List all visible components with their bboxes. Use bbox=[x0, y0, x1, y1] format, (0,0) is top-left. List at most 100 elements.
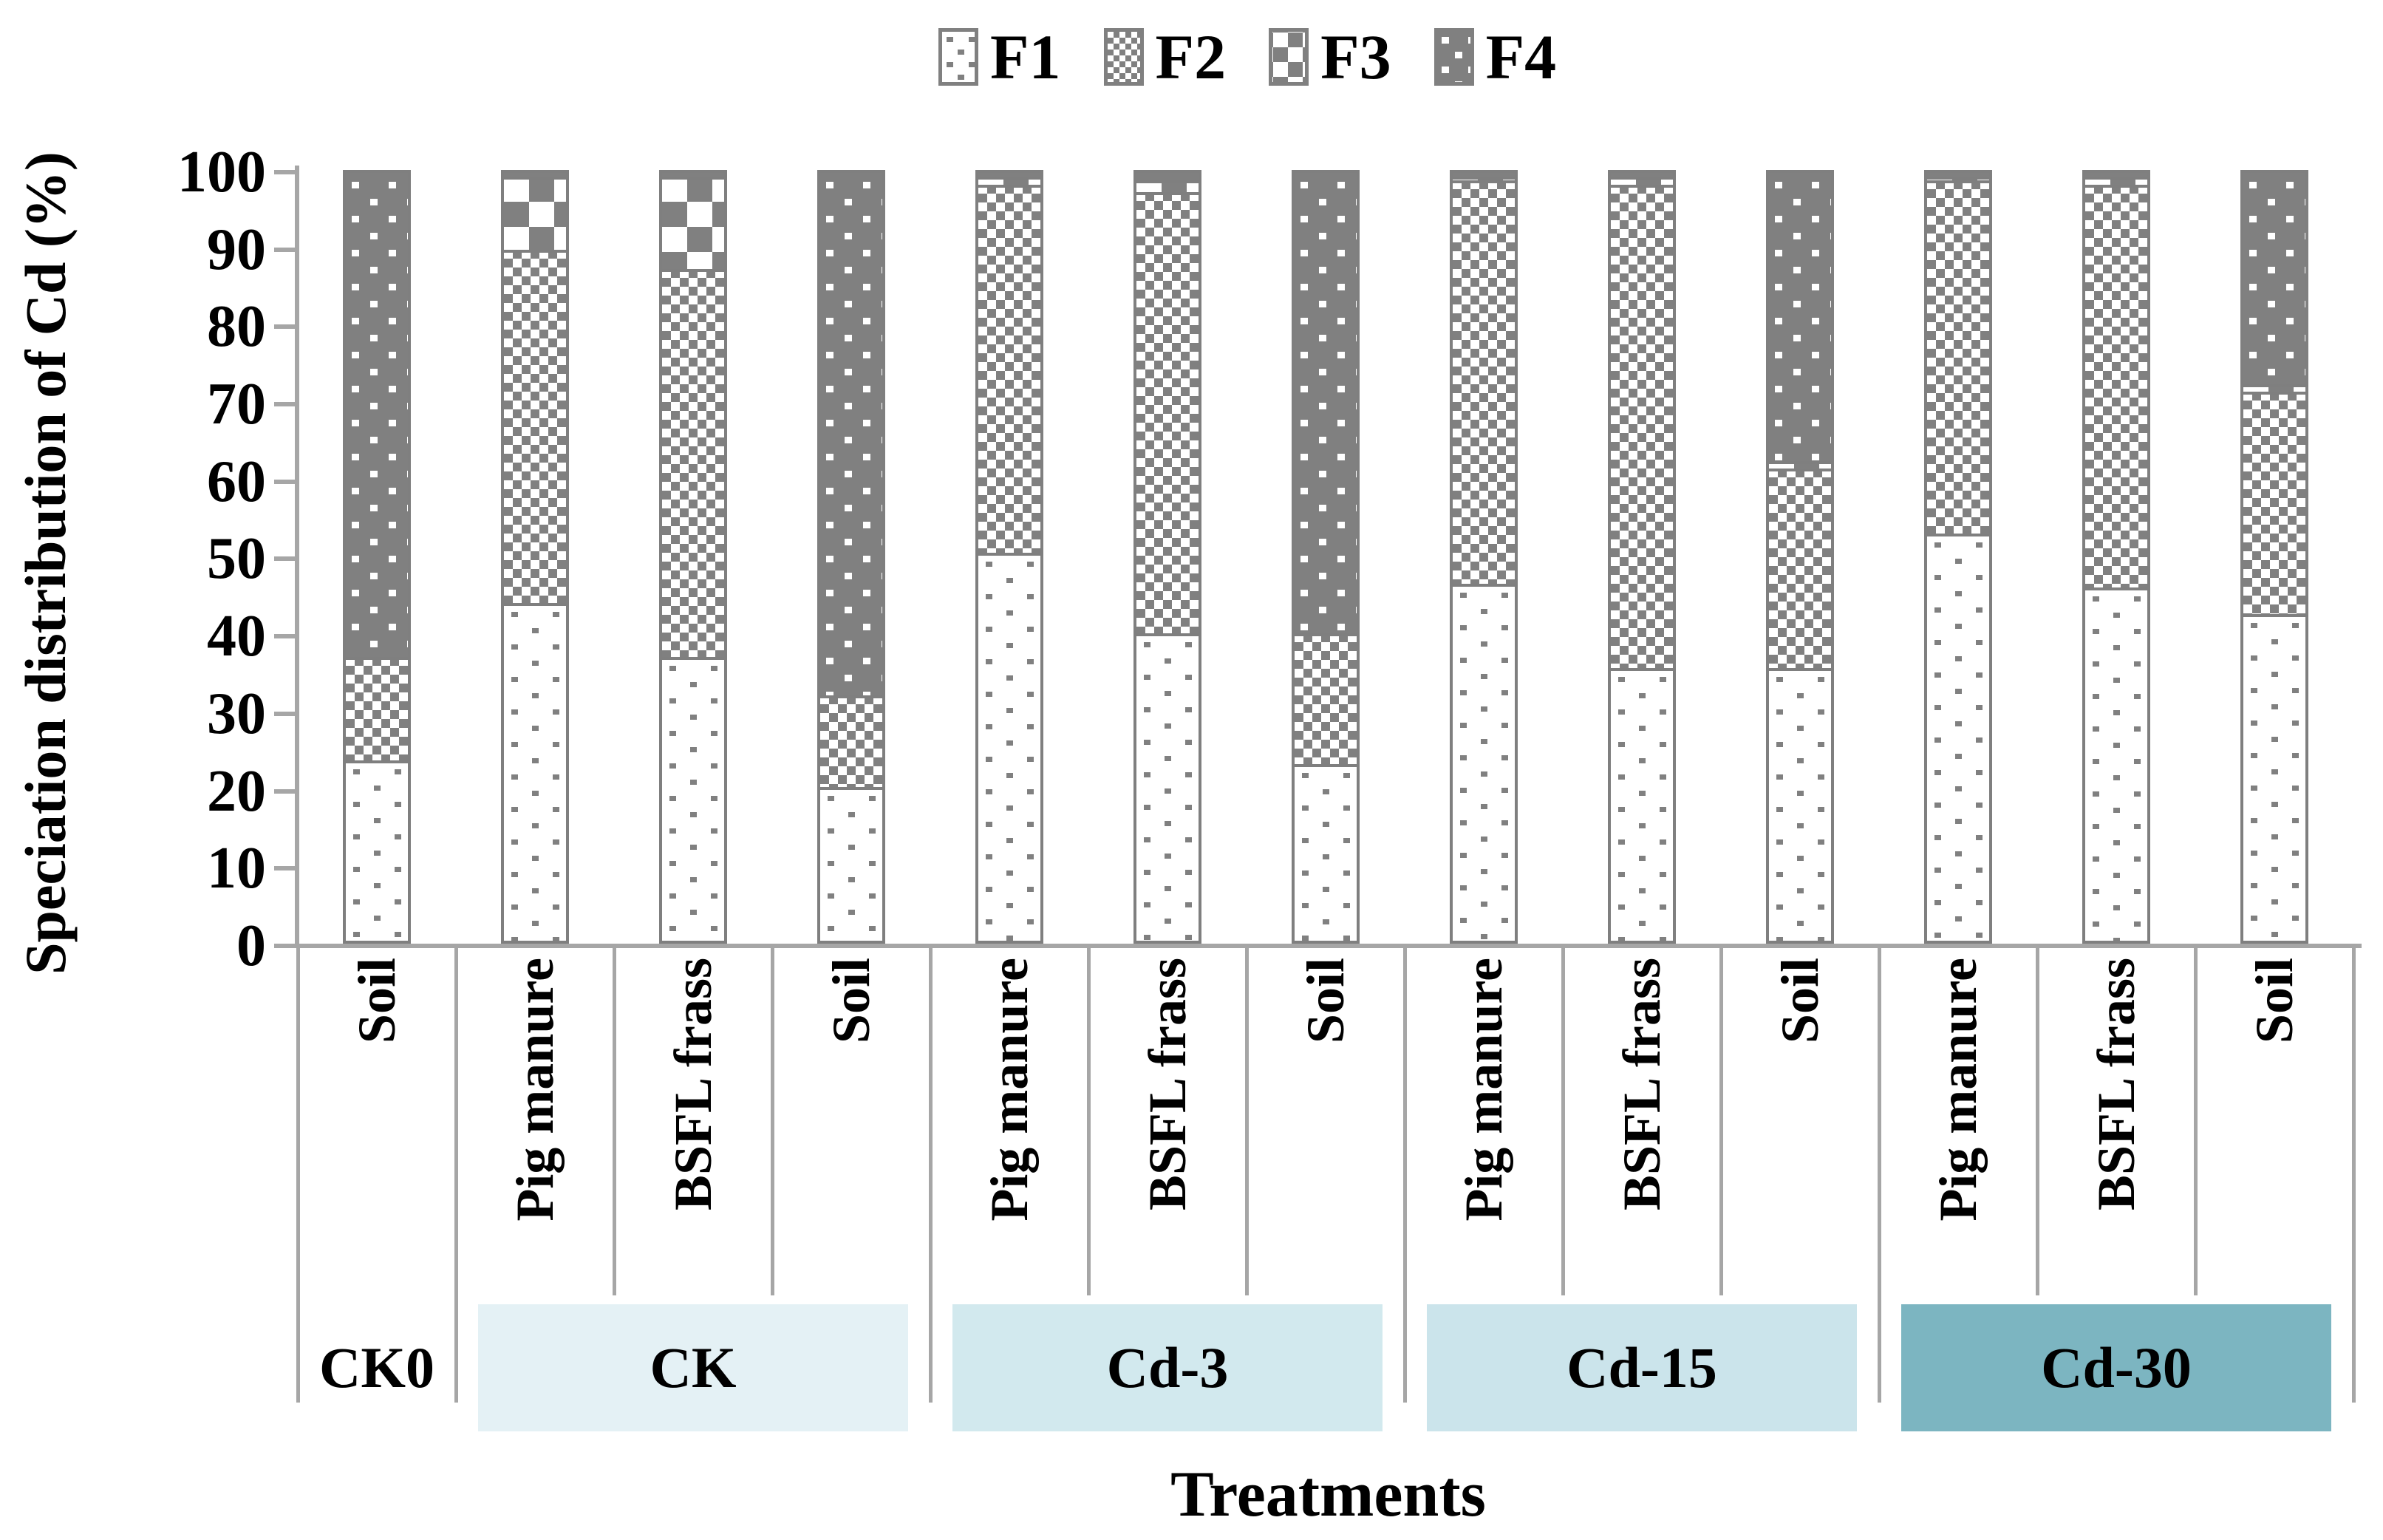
bar-segment-f2 bbox=[1295, 633, 1357, 765]
bar-segment-f2 bbox=[504, 249, 566, 603]
bar-segment-f3 bbox=[1453, 177, 1515, 181]
bar-segment-f2 bbox=[2085, 184, 2147, 588]
bar-segment-f2 bbox=[1611, 184, 1673, 669]
category-divider-line bbox=[613, 948, 616, 1295]
bar-segment-f4 bbox=[1611, 173, 1673, 177]
group-label-cd-30: Cd-30 bbox=[1901, 1304, 2331, 1431]
y-tick-mark bbox=[274, 480, 296, 484]
bar-cd-15-bsfl-frass bbox=[1608, 170, 1676, 944]
bar-segment-f1 bbox=[2243, 614, 2305, 941]
y-tick-mark bbox=[274, 170, 296, 174]
legend-label: F3 bbox=[1320, 21, 1391, 92]
bar-segment-f2 bbox=[346, 656, 408, 760]
bar-cd-15-soil bbox=[1766, 170, 1834, 944]
legend-label: F4 bbox=[1485, 21, 1557, 92]
bar-cd-15-pig-manure bbox=[1450, 170, 1518, 944]
x-category-label: Pig manure bbox=[505, 958, 565, 1222]
group-label-cd-3: Cd-3 bbox=[952, 1304, 1383, 1431]
x-category-label: BSFL frass bbox=[1137, 958, 1197, 1211]
bar-segment-f4 bbox=[504, 173, 566, 177]
bar-segment-f4 bbox=[346, 173, 408, 657]
bar-segment-f2 bbox=[978, 184, 1040, 553]
bar-segment-f2 bbox=[662, 268, 724, 657]
x-category-label: BSFL frass bbox=[2086, 958, 2146, 1211]
y-tick-label: 0 bbox=[236, 913, 266, 978]
category-divider-line bbox=[2036, 948, 2039, 1295]
bar-segment-f3 bbox=[978, 177, 1040, 185]
bar-cd-3-pig-manure bbox=[975, 170, 1043, 944]
group-divider-line bbox=[296, 948, 300, 1403]
bar-segment-f2 bbox=[1769, 469, 1831, 669]
y-tick-mark bbox=[274, 866, 296, 870]
bar-segment-f1 bbox=[2085, 587, 2147, 941]
legend-swatch-f3 bbox=[1269, 28, 1309, 86]
y-tick-label: 100 bbox=[177, 140, 266, 205]
category-divider-line bbox=[1719, 948, 1723, 1295]
y-tick-mark bbox=[274, 324, 296, 329]
y-tick-label: 10 bbox=[207, 836, 266, 901]
x-category-label: Pig manure bbox=[1453, 958, 1513, 1222]
x-category-label: Soil bbox=[821, 958, 881, 1044]
legend-item: F1 bbox=[938, 25, 1061, 89]
x-category-label: Pig manure bbox=[1928, 958, 1988, 1222]
bar-segment-f3 bbox=[504, 177, 566, 250]
group-label-cd-15: Cd-15 bbox=[1427, 1304, 1857, 1431]
y-axis-line bbox=[295, 166, 299, 948]
group-divider-line bbox=[1878, 948, 1881, 1403]
bar-segment-f4 bbox=[820, 173, 882, 695]
bar-cd-30-bsfl-frass bbox=[2082, 170, 2150, 944]
bar-segment-f3 bbox=[2243, 384, 2305, 392]
category-divider-line bbox=[1561, 948, 1565, 1295]
group-label-ck: CK bbox=[478, 1304, 908, 1431]
group-label-ck0: CK0 bbox=[319, 1335, 434, 1400]
legend-swatch-f4 bbox=[1433, 28, 1474, 86]
bar-segment-f3 bbox=[1611, 177, 1673, 185]
bar-segment-f4 bbox=[662, 173, 724, 177]
bar-segment-f2 bbox=[2243, 392, 2305, 615]
y-tick-label: 30 bbox=[207, 681, 266, 746]
bar-segment-f1 bbox=[1927, 534, 1989, 941]
bar-ck-pig-manure bbox=[501, 170, 569, 944]
x-category-label: BSFL frass bbox=[1612, 958, 1671, 1211]
bar-cd-30-pig-manure bbox=[1924, 170, 1992, 944]
group-divider-line bbox=[454, 948, 458, 1403]
legend-label: F1 bbox=[990, 21, 1061, 92]
bar-segment-f3 bbox=[2085, 177, 2147, 185]
y-tick-label: 80 bbox=[207, 294, 266, 359]
y-tick-mark bbox=[274, 944, 296, 948]
y-tick-mark bbox=[274, 402, 296, 406]
category-divider-line bbox=[771, 948, 774, 1295]
legend-item: F4 bbox=[1433, 21, 1557, 92]
x-category-label: Soil bbox=[347, 958, 406, 1044]
bar-ck0-soil bbox=[343, 170, 411, 944]
bar-segment-f1 bbox=[1453, 583, 1515, 941]
x-axis-title: Treatments bbox=[1170, 1459, 1486, 1530]
bar-segment-f1 bbox=[820, 787, 882, 941]
y-tick-mark bbox=[274, 248, 296, 252]
bar-segment-f1 bbox=[1611, 668, 1673, 941]
bar-segment-f4 bbox=[1136, 173, 1199, 181]
bar-ck-bsfl-frass bbox=[659, 170, 727, 944]
bar-segment-f4 bbox=[1927, 173, 1989, 177]
bar-segment-f1 bbox=[978, 553, 1040, 941]
y-tick-mark bbox=[274, 634, 296, 638]
y-tick-mark bbox=[274, 712, 296, 716]
bar-segment-f2 bbox=[820, 695, 882, 788]
bar-segment-f2 bbox=[1136, 191, 1199, 634]
bar-segment-f1 bbox=[1295, 764, 1357, 941]
bar-segment-f4 bbox=[1295, 173, 1357, 634]
group-divider-line bbox=[1403, 948, 1407, 1403]
bar-segment-f3 bbox=[1927, 177, 1989, 181]
x-axis-line bbox=[295, 944, 2362, 948]
bar-segment-f4 bbox=[2085, 173, 2147, 177]
bar-segment-f4 bbox=[1769, 173, 1831, 461]
y-tick-label: 70 bbox=[207, 372, 266, 437]
x-category-label: Pig manure bbox=[979, 958, 1039, 1222]
group-divider-line bbox=[2352, 948, 2356, 1403]
y-tick-label: 20 bbox=[207, 759, 266, 824]
legend-swatch-f1 bbox=[938, 28, 978, 86]
legend-swatch-f2 bbox=[1103, 28, 1144, 86]
bar-segment-f3 bbox=[662, 177, 724, 269]
category-divider-line bbox=[2194, 948, 2198, 1295]
bar-segment-f2 bbox=[1927, 180, 1989, 534]
